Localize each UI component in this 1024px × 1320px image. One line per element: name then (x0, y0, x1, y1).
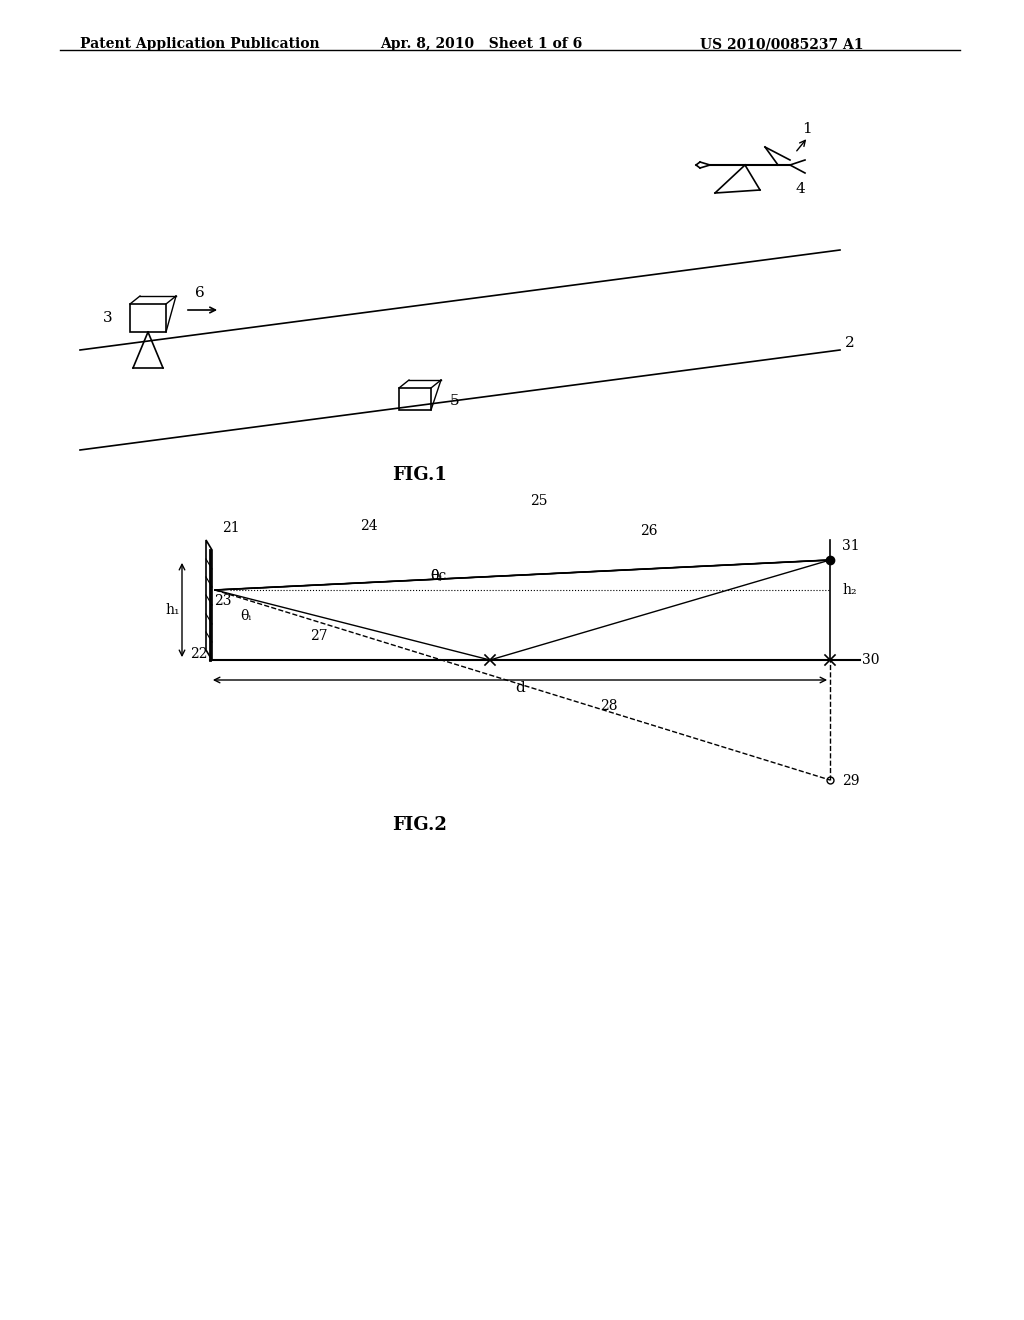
Text: Apr. 8, 2010   Sheet 1 of 6: Apr. 8, 2010 Sheet 1 of 6 (380, 37, 583, 51)
Text: FIG.2: FIG.2 (392, 816, 447, 834)
Text: 5: 5 (450, 393, 460, 408)
Text: 30: 30 (862, 653, 880, 667)
Text: h₁: h₁ (165, 603, 179, 616)
Text: FIG.1: FIG.1 (392, 466, 447, 484)
Text: 1: 1 (802, 121, 812, 136)
Text: 29: 29 (842, 774, 859, 788)
Text: US 2010/0085237 A1: US 2010/0085237 A1 (700, 37, 863, 51)
Text: 4: 4 (795, 182, 805, 195)
Text: θⱼ: θⱼ (430, 569, 442, 583)
Text: θc: θc (430, 569, 446, 583)
Text: d: d (515, 681, 525, 696)
Text: θᵢ: θᵢ (240, 609, 251, 623)
Text: 31: 31 (842, 539, 859, 553)
Text: 28: 28 (600, 700, 617, 713)
Text: 25: 25 (530, 494, 548, 508)
Text: 26: 26 (640, 524, 657, 539)
Text: h₂: h₂ (842, 583, 857, 597)
Text: 24: 24 (360, 519, 378, 533)
Text: 22: 22 (190, 647, 208, 661)
Text: Patent Application Publication: Patent Application Publication (80, 37, 319, 51)
Text: 6: 6 (196, 286, 205, 300)
Text: 27: 27 (310, 630, 328, 643)
FancyBboxPatch shape (130, 304, 166, 333)
Text: 3: 3 (103, 312, 113, 325)
Text: 2: 2 (845, 337, 855, 350)
Text: 21: 21 (222, 521, 240, 535)
FancyBboxPatch shape (399, 388, 431, 411)
Text: 23: 23 (214, 594, 231, 609)
